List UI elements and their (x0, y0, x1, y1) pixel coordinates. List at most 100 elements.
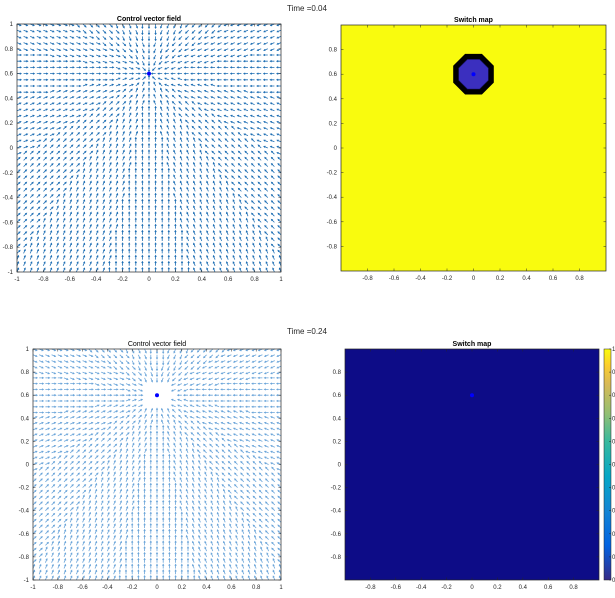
arrow (76, 394, 82, 397)
arrow (263, 399, 269, 403)
arrow (157, 67, 163, 70)
arrow (251, 394, 257, 397)
target-point (471, 72, 476, 77)
arrow (259, 242, 262, 248)
arrow (94, 460, 99, 465)
arrow (30, 78, 36, 81)
arrow (174, 574, 177, 580)
arrow (166, 42, 170, 48)
arrow (161, 407, 164, 413)
arrow (155, 482, 159, 488)
arrow (239, 248, 242, 254)
arrow (122, 30, 125, 35)
arrow (212, 254, 216, 260)
arrow (88, 433, 94, 436)
arrow (109, 107, 114, 112)
arrow (266, 558, 269, 563)
arrow (239, 360, 244, 363)
arrow (95, 155, 99, 161)
arrow (232, 365, 238, 369)
arrow (162, 476, 165, 482)
arrow (45, 495, 50, 500)
arrow (170, 67, 176, 70)
arrow (70, 421, 75, 425)
arrow (143, 482, 146, 488)
arrow (30, 84, 36, 88)
arrow (113, 563, 116, 569)
arrow (138, 360, 141, 366)
arrow (198, 575, 201, 581)
y-tick-label: 0.6 (5, 72, 14, 78)
arrow (45, 478, 50, 483)
arrow (129, 67, 134, 70)
x-tick-label: 0 (472, 276, 476, 282)
arrow (32, 489, 37, 494)
arrow (143, 471, 146, 477)
arrow (219, 192, 222, 198)
arrow (39, 360, 44, 363)
arrow (212, 242, 216, 248)
x-tick-label: -0.8 (38, 277, 49, 283)
arrow (138, 383, 144, 386)
arrow (88, 427, 94, 431)
arrow (23, 175, 28, 180)
y-tick-label: 0.2 (329, 121, 338, 127)
arrow (125, 477, 129, 482)
arrow (128, 155, 132, 161)
arrow (138, 354, 141, 360)
arrow (51, 360, 57, 363)
arrow (201, 371, 207, 375)
arrow (125, 432, 130, 436)
arrow (94, 348, 99, 353)
arrow (254, 540, 257, 546)
arrow (210, 511, 214, 517)
arrow (239, 242, 242, 248)
arrow (56, 181, 61, 186)
arrow (252, 223, 255, 229)
arrow (16, 108, 22, 112)
arrow (204, 144, 209, 149)
arrow (143, 546, 146, 552)
arrow (174, 229, 177, 235)
arrow (180, 540, 183, 546)
arrow (173, 106, 176, 111)
arrow (115, 48, 120, 53)
arrow (109, 100, 114, 105)
arrow (45, 405, 51, 408)
arrow (43, 254, 46, 260)
arrow (69, 150, 74, 155)
arrow (30, 121, 35, 124)
arrow (82, 108, 88, 112)
arrow (270, 237, 275, 242)
colorbar-tick-label: 0.3 (612, 509, 615, 515)
arrow (178, 377, 183, 382)
arrow (276, 102, 282, 105)
arrow (275, 84, 281, 88)
arrow (33, 388, 39, 391)
arrow (269, 376, 275, 379)
arrow (166, 99, 170, 105)
arrow (242, 72, 248, 75)
arrow (39, 399, 45, 403)
arrow (16, 42, 22, 45)
arrow (45, 535, 50, 540)
arrow (269, 36, 275, 39)
arrow (212, 261, 216, 266)
arrow (102, 174, 105, 180)
arrow (240, 495, 245, 500)
arrow (263, 102, 268, 105)
arrow (276, 96, 282, 99)
arrow (32, 433, 38, 436)
arrow (191, 107, 196, 112)
arrow (57, 563, 60, 569)
arrow (203, 72, 209, 75)
arrow (167, 354, 170, 360)
arrow (235, 506, 238, 511)
arrow (113, 494, 116, 500)
arrow (193, 211, 196, 217)
arrow (76, 23, 81, 28)
arrow (210, 54, 216, 58)
arrow (56, 162, 61, 167)
arrow (88, 421, 94, 425)
arrow (226, 192, 229, 198)
